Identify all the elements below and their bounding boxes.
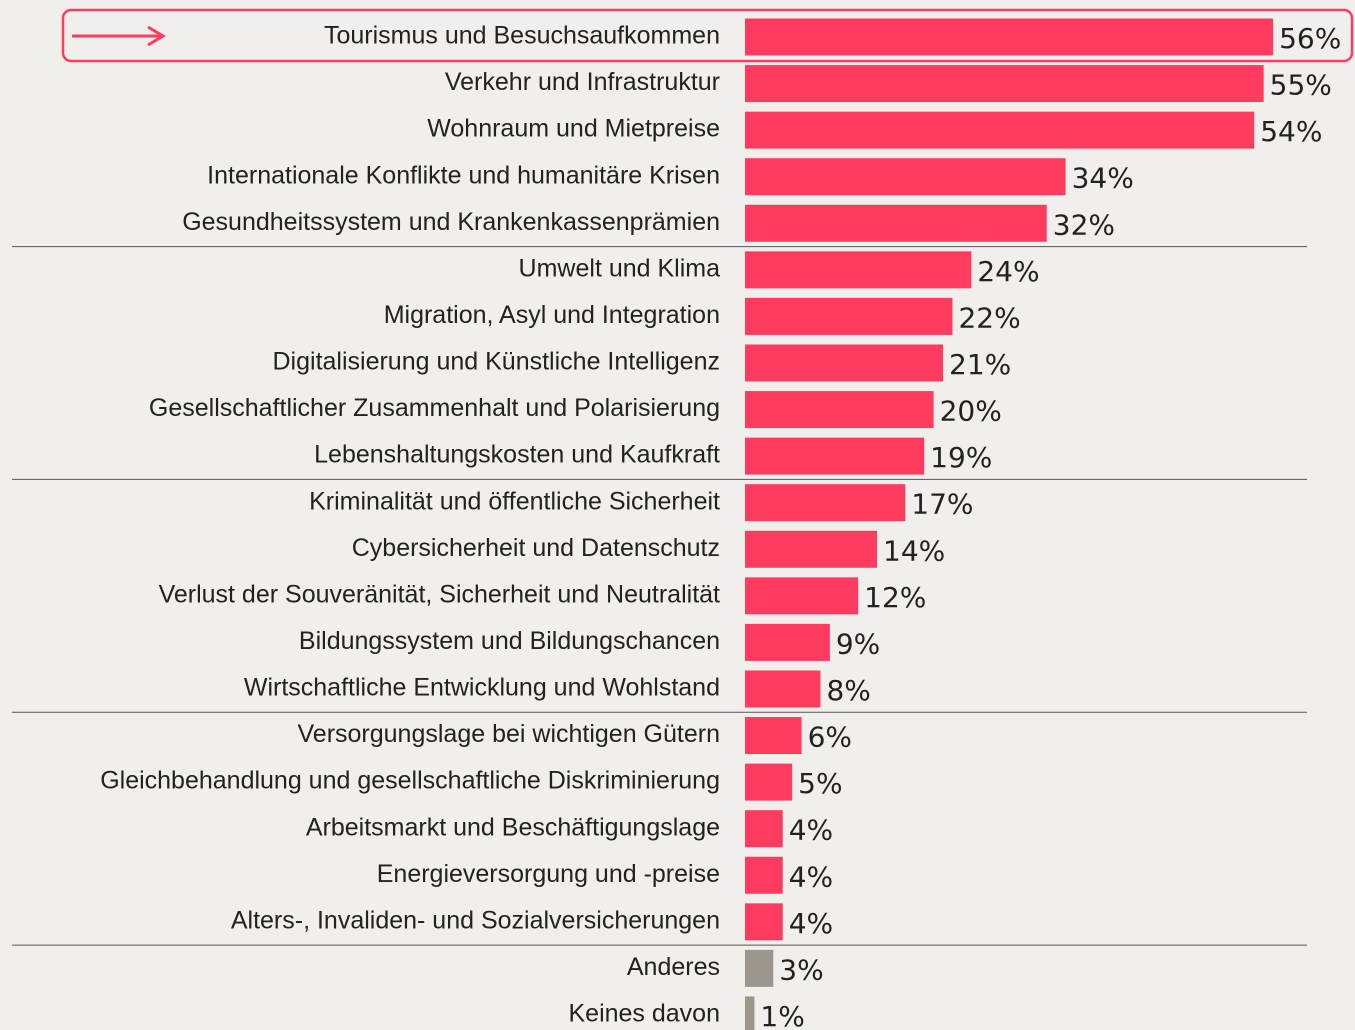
category-label: Kriminalität und öffentliche Sicherheit [309, 487, 720, 515]
value-label: 54% [1260, 115, 1322, 148]
bar [745, 530, 878, 568]
value-label: 21% [949, 348, 1011, 381]
category-label: Bildungssystem und Bildungschancen [299, 627, 720, 655]
category-label: Umwelt und Klima [519, 254, 721, 282]
category-label: Gesundheitssystem und Krankenkassenprämi… [182, 208, 720, 236]
bar [745, 484, 906, 522]
value-label: 4% [789, 907, 833, 940]
category-label: Migration, Asyl und Integration [384, 301, 720, 329]
highlight-arrow [72, 25, 166, 47]
category-label: Arbeitsmarkt und Beschäftigungslage [306, 813, 720, 841]
bar [745, 158, 1066, 196]
bar [745, 111, 1255, 149]
bar [745, 577, 859, 615]
bar [745, 623, 830, 661]
category-label: Keines davon [568, 1000, 720, 1028]
value-label: 6% [808, 721, 852, 754]
category-label: Gleichbehandlung und gesellschaftliche D… [100, 767, 720, 795]
bar [745, 903, 783, 941]
value-label: 32% [1053, 208, 1115, 241]
bar [745, 204, 1047, 242]
value-label: 17% [911, 488, 973, 521]
value-label: 24% [977, 255, 1039, 288]
bar [745, 391, 934, 429]
bar [745, 18, 1274, 56]
value-label: 4% [789, 814, 833, 847]
value-label: 14% [883, 534, 945, 567]
category-label: Verkehr und Infrastruktur [445, 68, 720, 96]
bar [745, 810, 783, 848]
bar [745, 297, 953, 335]
category-label: Cybersicherheit und Datenschutz [352, 534, 720, 562]
bar [745, 763, 793, 801]
category-label: Tourismus und Besuchsaufkommen [324, 22, 720, 50]
category-label: Lebenshaltungskosten und Kaufkraft [314, 441, 720, 469]
category-label: Verlust der Souveränität, Sicherheit und… [159, 580, 720, 608]
bar [745, 344, 944, 382]
bar [745, 949, 774, 987]
value-label: 20% [940, 395, 1002, 428]
value-label: 22% [958, 301, 1020, 334]
highlight-box [61, 8, 1354, 63]
category-label: Wirtschaftliche Entwicklung und Wohlstan… [244, 674, 720, 702]
value-label: 3% [779, 953, 823, 986]
value-label: 12% [864, 581, 926, 614]
value-label: 5% [798, 767, 842, 800]
category-label: Anderes [627, 953, 720, 981]
bar [745, 670, 821, 708]
value-label: 55% [1270, 69, 1332, 102]
bar [745, 65, 1264, 103]
value-label: 8% [826, 674, 870, 707]
category-label: Digitalisierung und Künstliche Intellige… [273, 348, 721, 376]
category-label: Energieversorgung und -preise [377, 860, 720, 888]
value-label: 1% [760, 1000, 804, 1030]
category-label: Alters-, Invaliden- und Sozialversicheru… [231, 906, 720, 934]
value-label: 19% [930, 441, 992, 474]
category-label: Internationale Konflikte und humanitäre … [207, 161, 720, 189]
category-label: Wohnraum und Mietpreise [427, 115, 720, 143]
value-label: 4% [789, 860, 833, 893]
value-label: 9% [836, 627, 880, 660]
bar [745, 856, 783, 894]
bar [745, 437, 925, 475]
category-label: Gesellschaftlicher Zusammenhalt und Pola… [149, 394, 720, 422]
bar [745, 717, 802, 755]
bar [745, 996, 755, 1030]
value-label: 34% [1072, 162, 1134, 195]
bar [745, 251, 972, 289]
value-label: 56% [1279, 22, 1341, 55]
category-label: Versorgungslage bei wichtigen Gütern [298, 720, 721, 748]
